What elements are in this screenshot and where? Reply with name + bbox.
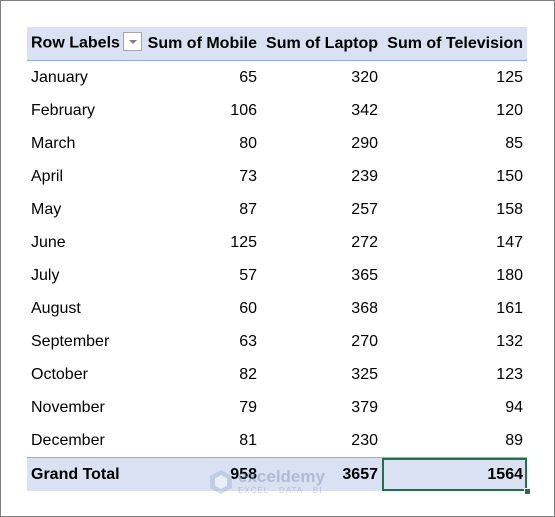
row-label-cell[interactable]: September — [31, 332, 110, 350]
mobile-cell[interactable]: 65 — [239, 68, 257, 86]
mobile-cell[interactable]: 81 — [239, 431, 257, 449]
pivot-header-row: Row Labels Sum of Mobile Sum of Laptop S… — [27, 27, 527, 61]
grand-total-television-value: 1564 — [487, 465, 523, 483]
mobile-cell[interactable]: 106 — [230, 101, 257, 119]
row-label-cell[interactable]: November — [31, 398, 105, 416]
grand-total-label[interactable]: Grand Total — [27, 457, 140, 491]
row-label-cell[interactable]: May — [31, 200, 62, 218]
filter-dropdown-icon[interactable] — [122, 32, 142, 51]
television-cell[interactable]: 94 — [505, 398, 523, 416]
mobile-cell[interactable]: 80 — [239, 134, 257, 152]
laptop-cell[interactable]: 320 — [351, 68, 378, 86]
grand-total-row: Grand Total 958 3657 1564 — [27, 457, 531, 495]
television-cell[interactable]: 132 — [496, 332, 523, 350]
mobile-cell[interactable]: 82 — [239, 365, 257, 383]
table-row: July 57 365 180 — [27, 259, 527, 292]
television-cell[interactable]: 147 — [496, 233, 523, 251]
laptop-cell[interactable]: 290 — [351, 134, 378, 152]
laptop-cell[interactable]: 325 — [351, 365, 378, 383]
pivot-body: January 65 320 125 February 106 342 120 March 80 2… — [27, 61, 527, 458]
row-label-cell[interactable]: February — [31, 101, 96, 119]
television-cell[interactable]: 125 — [496, 68, 523, 86]
laptop-cell[interactable]: 239 — [351, 167, 378, 185]
pivot-table: Row Labels Sum of Mobile Sum of Laptop S… — [27, 27, 531, 495]
row-label-cell[interactable]: June — [31, 233, 66, 251]
table-row: December 81 230 89 — [27, 424, 527, 458]
laptop-cell[interactable]: 368 — [351, 299, 378, 317]
row-label-cell[interactable]: October — [31, 365, 88, 383]
table-row: August 60 368 161 — [27, 292, 527, 325]
table-row: March 80 290 85 — [27, 127, 527, 160]
mobile-cell[interactable]: 63 — [239, 332, 257, 350]
table-row: June 125 272 147 — [27, 226, 527, 259]
television-cell[interactable]: 123 — [496, 365, 523, 383]
television-cell[interactable]: 161 — [496, 299, 523, 317]
mobile-cell[interactable]: 79 — [239, 398, 257, 416]
laptop-cell[interactable]: 257 — [351, 200, 378, 218]
row-label-cell[interactable]: April — [31, 167, 64, 185]
table-row: May 87 257 158 — [27, 193, 527, 226]
television-cell[interactable]: 180 — [496, 266, 523, 284]
laptop-cell[interactable]: 272 — [351, 233, 378, 251]
mobile-cell[interactable]: 87 — [239, 200, 257, 218]
table-row: October 82 325 123 — [27, 358, 527, 391]
mobile-cell[interactable]: 125 — [230, 233, 257, 251]
sum-of-television-header[interactable]: Sum of Television — [382, 27, 527, 61]
laptop-cell[interactable]: 365 — [351, 266, 378, 284]
mobile-cell[interactable]: 57 — [239, 266, 257, 284]
sum-of-mobile-header[interactable]: Sum of Mobile — [140, 27, 261, 61]
laptop-cell[interactable]: 342 — [351, 101, 378, 119]
row-label-cell[interactable]: July — [31, 266, 60, 284]
table-row: April 73 239 150 — [27, 160, 527, 193]
table-row: November 79 379 94 — [27, 391, 527, 424]
row-label-cell[interactable]: March — [31, 134, 76, 152]
laptop-cell[interactable]: 230 — [351, 431, 378, 449]
television-cell[interactable]: 89 — [505, 431, 523, 449]
row-label-cell[interactable]: August — [31, 299, 81, 317]
row-labels-header-text: Row Labels — [31, 34, 120, 52]
row-label-cell[interactable]: January — [31, 68, 88, 86]
television-cell[interactable]: 85 — [505, 134, 523, 152]
table-row: February 106 342 120 — [27, 94, 527, 127]
mobile-cell[interactable]: 73 — [239, 167, 257, 185]
laptop-cell[interactable]: 379 — [351, 398, 378, 416]
row-labels-header[interactable]: Row Labels — [27, 27, 142, 61]
fill-handle[interactable] — [524, 488, 531, 495]
table-row: January 65 320 125 — [27, 61, 527, 95]
laptop-cell[interactable]: 270 — [351, 332, 378, 350]
mobile-cell[interactable]: 60 — [239, 299, 257, 317]
sum-of-laptop-header[interactable]: Sum of Laptop — [261, 27, 382, 61]
table-row: September 63 270 132 — [27, 325, 527, 358]
grand-total-mobile[interactable]: 958 — [140, 457, 261, 491]
row-label-cell[interactable]: December — [31, 431, 105, 449]
television-cell[interactable]: 158 — [496, 200, 523, 218]
grand-total-laptop[interactable]: 3657 — [261, 457, 382, 491]
television-cell[interactable]: 120 — [496, 101, 523, 119]
grand-total-television-selected-cell[interactable]: 1564 — [382, 457, 531, 495]
television-cell[interactable]: 150 — [496, 167, 523, 185]
